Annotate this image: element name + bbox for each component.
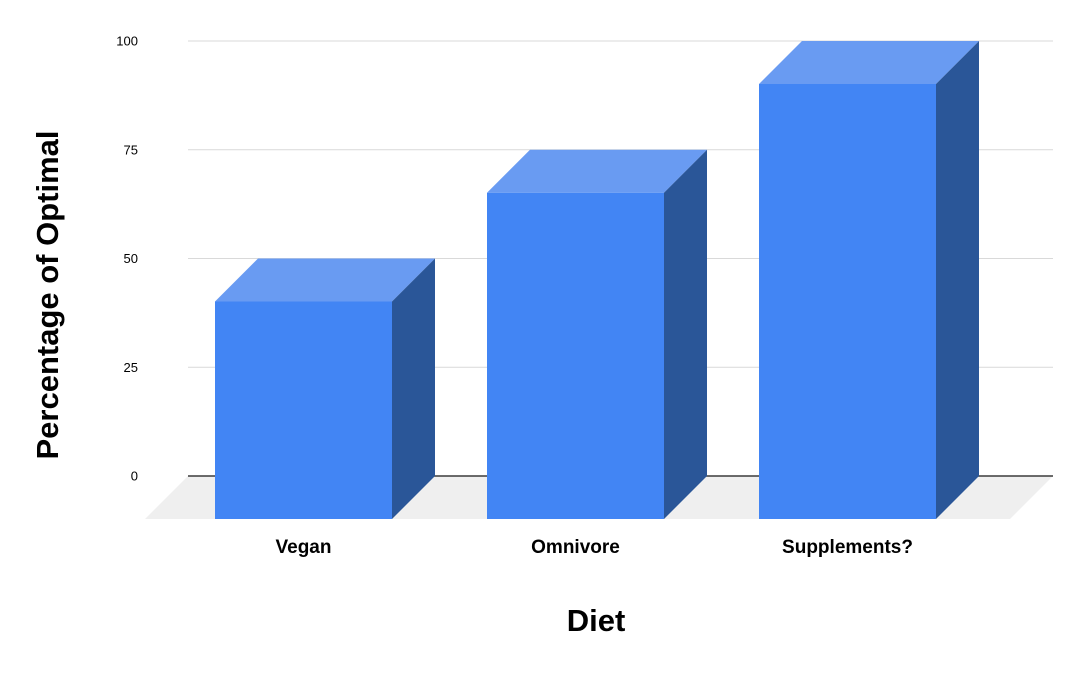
y-tick-label-75: 75: [124, 142, 138, 157]
x-category-label-omnivore: Omnivore: [531, 537, 620, 558]
bar-vegan-front-face: [215, 301, 392, 519]
bar-omnivore-top-face: [487, 149, 707, 193]
bar-layer: [215, 41, 979, 519]
y-tick-label-50: 50: [124, 251, 138, 266]
bar-omnivore-front-face: [487, 192, 664, 519]
y-tick-label-100: 100: [116, 34, 138, 49]
x-axis-title: Diet: [567, 603, 626, 638]
bar-supplements-side-face: [936, 41, 979, 519]
bar-supplements-front-face: [759, 84, 936, 519]
bar-supplements: [759, 41, 979, 519]
bar-omnivore-side-face: [664, 149, 707, 519]
y-tick-label-layer: 0 25 50 75 100: [116, 34, 138, 484]
x-category-label-vegan: Vegan: [276, 537, 332, 558]
bar-vegan: [215, 258, 435, 519]
y-axis-title: Percentage of Optimal: [30, 130, 65, 459]
bar-vegan-side-face: [392, 258, 435, 519]
x-category-label-layer: Vegan Omnivore Supplements?: [276, 537, 913, 558]
x-category-label-supplements: Supplements?: [782, 537, 913, 558]
bar-supplements-top-face: [759, 41, 979, 84]
bar-vegan-top-face: [215, 258, 435, 302]
bar-omnivore: [487, 149, 707, 519]
y-tick-label-25: 25: [124, 360, 138, 375]
y-tick-label-0: 0: [131, 469, 138, 484]
